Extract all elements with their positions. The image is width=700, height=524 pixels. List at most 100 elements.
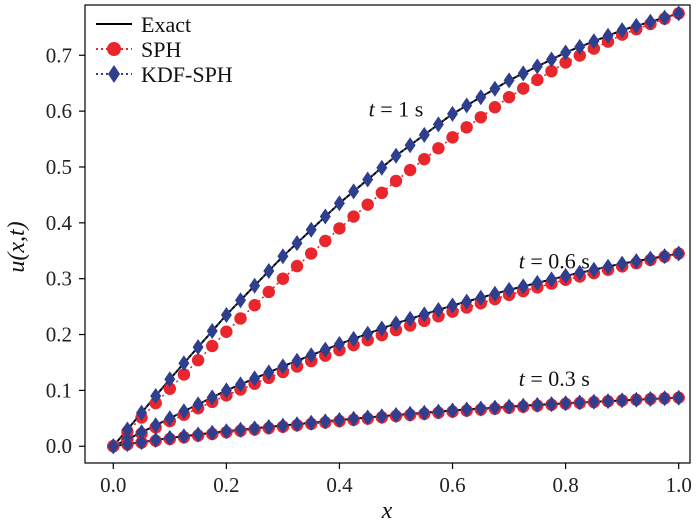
kdf-point bbox=[602, 27, 614, 44]
kdf-point bbox=[206, 424, 218, 441]
sph-point bbox=[432, 142, 445, 155]
kdf-point bbox=[319, 413, 331, 430]
kdf-point bbox=[659, 9, 671, 26]
kdf-point bbox=[277, 358, 289, 375]
kdf-point bbox=[235, 376, 246, 393]
kdf-point bbox=[588, 261, 600, 278]
kdf-point bbox=[333, 412, 345, 428]
x-tick-label: 0.2 bbox=[213, 473, 239, 497]
kdf-point bbox=[447, 105, 458, 122]
sph-point bbox=[418, 152, 431, 166]
kdf-point bbox=[461, 401, 473, 418]
kdf-point bbox=[348, 330, 360, 347]
kdf-point bbox=[517, 65, 529, 82]
kdf-point bbox=[616, 22, 628, 39]
kdf-point bbox=[263, 364, 275, 381]
y-tick-label: 0.5 bbox=[46, 155, 72, 179]
kdf-point bbox=[150, 388, 162, 404]
y-tick-label: 0.7 bbox=[46, 43, 72, 67]
axes: 0.0 0.2 0.4 0.6 0.8 1.0 0.0 0.1 0.2 0.3 0.4 0.5 0.6 0… bbox=[46, 4, 692, 497]
kdf-point bbox=[489, 80, 501, 97]
kdf-point bbox=[673, 245, 685, 262]
kdf-point bbox=[588, 33, 600, 50]
kdf-point bbox=[107, 438, 119, 455]
kdf-point bbox=[630, 253, 642, 270]
sph-point bbox=[177, 368, 191, 381]
curve-annotation: t = 0.6 s bbox=[519, 249, 590, 274]
kdf-point bbox=[390, 147, 402, 164]
kdf-point bbox=[249, 277, 261, 294]
sph-point bbox=[502, 90, 516, 104]
kdf-point bbox=[475, 289, 487, 306]
y-tick-label: 0.1 bbox=[46, 378, 72, 402]
kdf-point bbox=[235, 292, 246, 309]
sph-point bbox=[319, 234, 332, 248]
curve-annotation: t = 0.3 s bbox=[519, 366, 590, 391]
y-tick-label: 0.4 bbox=[46, 211, 73, 235]
legend-sph-marker bbox=[107, 42, 121, 56]
kdf-point bbox=[489, 285, 501, 302]
legend-exact-label: Exact bbox=[141, 12, 191, 37]
sph-point bbox=[474, 111, 487, 124]
kdf-point bbox=[164, 410, 176, 427]
kdf-point bbox=[136, 424, 147, 441]
kdf-point bbox=[235, 421, 246, 438]
kdf-line bbox=[112, 252, 679, 447]
kdf-point bbox=[489, 399, 501, 416]
sph-point bbox=[290, 259, 304, 273]
plot-area bbox=[107, 5, 685, 455]
kdf-point bbox=[178, 403, 190, 420]
kdf-point bbox=[531, 396, 543, 413]
kdf-point bbox=[616, 255, 628, 272]
sph-point bbox=[191, 354, 205, 367]
kdf-point bbox=[164, 429, 176, 446]
legend: Exact SPH KDF-SPH bbox=[96, 12, 233, 87]
kdf-point bbox=[362, 409, 374, 426]
kdf-point bbox=[319, 208, 331, 225]
kdf-point bbox=[644, 391, 656, 407]
y-tick-label: 0.6 bbox=[46, 99, 72, 123]
curve-group bbox=[107, 5, 685, 455]
kdf-point bbox=[574, 38, 586, 55]
kdf-point bbox=[644, 250, 656, 267]
kdf-point bbox=[418, 404, 430, 421]
kdf-point bbox=[588, 393, 600, 410]
kdf-point bbox=[362, 171, 374, 188]
kdf-point bbox=[517, 278, 529, 295]
y-tick-label: 0.2 bbox=[46, 323, 72, 347]
kdf-point bbox=[164, 371, 176, 388]
sph-point bbox=[220, 325, 233, 338]
kdf-point bbox=[404, 310, 416, 327]
kdf-point bbox=[630, 17, 642, 34]
kdf-point bbox=[475, 400, 487, 417]
kdf-point bbox=[432, 403, 444, 420]
curve-annotation: t = 1 s bbox=[369, 97, 424, 122]
kdf-point bbox=[574, 394, 586, 411]
kdf-point bbox=[121, 436, 133, 453]
sph-point bbox=[163, 382, 177, 395]
kdf-point bbox=[263, 419, 275, 435]
kdf-point bbox=[531, 58, 543, 75]
kdf-point bbox=[178, 428, 190, 445]
x-tick-label: 0.4 bbox=[326, 473, 353, 497]
curve-group bbox=[107, 245, 685, 455]
kdf-point bbox=[432, 116, 444, 133]
sph-point bbox=[488, 101, 502, 114]
x-tick-label: 1.0 bbox=[666, 473, 692, 497]
kdf-point bbox=[574, 264, 586, 281]
kdf-point bbox=[362, 325, 374, 342]
sph-point bbox=[531, 73, 544, 87]
kdf-point bbox=[333, 336, 345, 352]
sph-point bbox=[403, 163, 417, 177]
kdf-point bbox=[220, 307, 232, 323]
legend-kdf-marker bbox=[108, 65, 120, 83]
kdf-point bbox=[348, 183, 360, 200]
kdf-point bbox=[277, 417, 289, 434]
kdf-point bbox=[546, 51, 557, 68]
kdf-point bbox=[305, 347, 317, 364]
sph-point bbox=[361, 198, 374, 211]
kdf-point bbox=[192, 339, 204, 356]
sph-point bbox=[333, 222, 346, 235]
kdf-point bbox=[249, 420, 261, 437]
